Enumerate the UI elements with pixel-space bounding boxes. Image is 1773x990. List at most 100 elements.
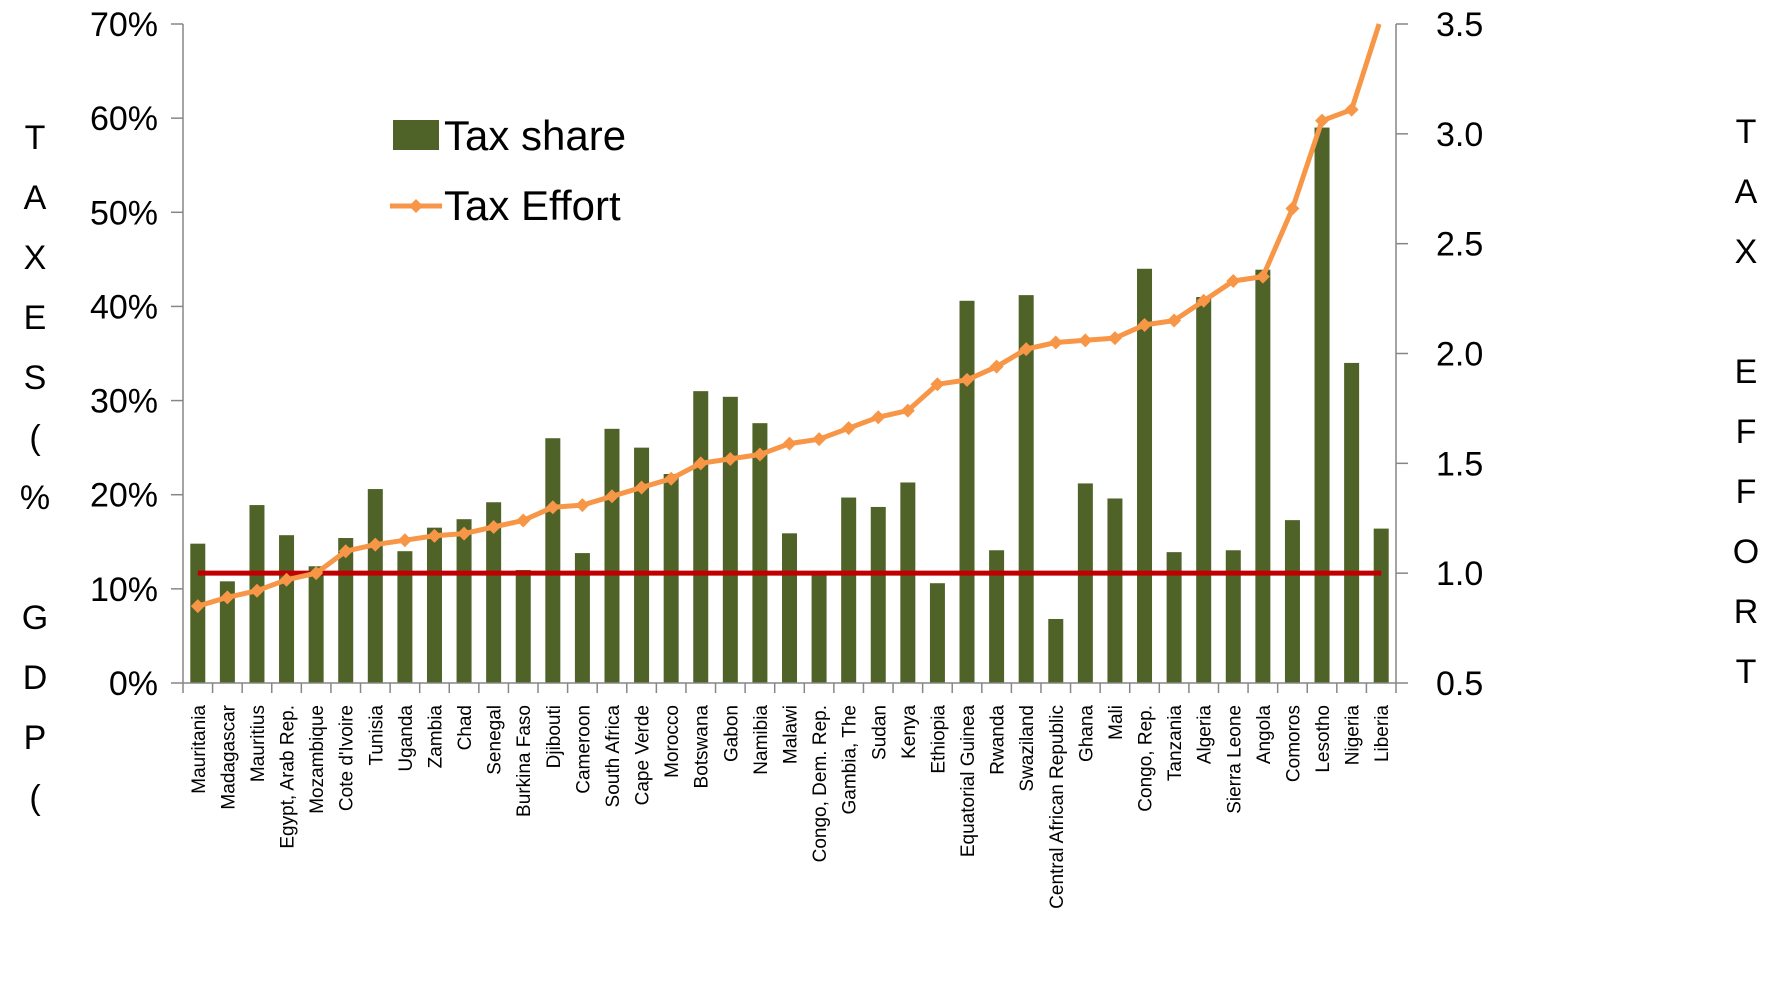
category-label-35: Sierra Leone: [1224, 705, 1245, 814]
left-tick-label-1: 10%: [90, 571, 158, 609]
tax-effort-point-25: [930, 377, 945, 392]
tax-effort-point-0: [190, 599, 205, 614]
right-axis-title-letter-3: [1726, 282, 1766, 342]
category-label-6: Tunisia: [366, 705, 387, 766]
left-tick-label-7: 70%: [90, 6, 158, 44]
tax-effort-point-9: [457, 526, 472, 541]
bar-5: [338, 538, 354, 683]
category-label-5: Cote d'Ivoire: [337, 705, 358, 811]
category-label-8: Zambia: [425, 705, 446, 769]
bar-39: [1344, 362, 1360, 683]
bar-8: [426, 527, 442, 683]
right-axis-title-letter-7: O: [1732, 533, 1760, 571]
right-axis-title-letter-6: F: [1735, 473, 1757, 511]
left-axis-title-letter-8: G: [21, 599, 49, 637]
category-label-23: Sudan: [869, 705, 890, 760]
bar-22: [841, 497, 857, 683]
category-label-2: Mauritius: [248, 705, 269, 782]
bar-9: [456, 519, 472, 683]
left-tick-label-2: 20%: [90, 477, 158, 515]
left-axis-title-letter-0: T: [24, 119, 46, 157]
tax-effort-point-37: [1285, 201, 1300, 216]
category-label-26: Equatorial Guinea: [958, 705, 979, 858]
right-tick-label-0: 0.5: [1436, 665, 1483, 703]
tax-effort-point-4: [309, 566, 324, 581]
bar-27: [989, 550, 1005, 683]
bar-24: [900, 482, 916, 683]
left-axis-title-letter-11: (: [29, 779, 41, 817]
bar-1: [219, 581, 235, 683]
right-tick-label-1: 1.0: [1436, 555, 1483, 593]
tax-effort-point-32: [1137, 317, 1152, 332]
category-label-34: Algeria: [1195, 705, 1216, 765]
category-label-27: Rwanda: [988, 705, 1009, 775]
tax-effort-point-14: [604, 489, 619, 504]
category-label-32: Congo, Rep.: [1136, 705, 1157, 812]
tax-effort-point-23: [871, 410, 886, 425]
tax-effort-point-7: [397, 533, 412, 548]
tax-effort-point-1: [220, 590, 235, 605]
tax-effort-point-6: [368, 537, 383, 552]
tax-effort-line-group: [190, 23, 1382, 614]
bar-20: [782, 533, 797, 683]
tax-effort-point-11: [516, 513, 531, 528]
category-label-19: Namibia: [751, 705, 772, 775]
bar-36: [1255, 269, 1271, 683]
left-axis-title-letter-6: %: [19, 479, 51, 517]
bar-26: [959, 300, 975, 683]
category-label-14: South Africa: [603, 705, 624, 808]
bar-17: [693, 391, 709, 683]
right-tick-label-6: 3.5: [1436, 6, 1483, 44]
tax-effort-point-16: [664, 471, 679, 486]
category-label-13: Cameroon: [573, 705, 594, 794]
left-axis-title: T A X E S (% G D P (: [15, 108, 55, 828]
tax-effort-point-28: [1019, 342, 1034, 357]
left-tick-label-6: 60%: [90, 100, 158, 138]
category-label-37: Comoros: [1283, 705, 1304, 782]
category-label-17: Botswana: [692, 705, 713, 789]
left-axis-title-letter-7: [15, 528, 55, 588]
tax-effort-point-26: [960, 372, 975, 387]
axes-group: 0% 10% 20% 30% 40% 50% 60% 70% 0.5 1.0 1.5 2.0 2.5 3.…: [90, 6, 1483, 909]
category-label-29: Central African Republic: [1047, 705, 1068, 909]
bar-15: [634, 447, 650, 683]
bar-40: [1373, 528, 1389, 683]
tax-effort-point-5: [338, 544, 353, 559]
category-label-31: Mali: [1106, 705, 1127, 740]
category-label-3: Egypt, Arab Rep.: [278, 705, 299, 849]
tax-effort-point-2: [249, 583, 264, 598]
tax-effort-point-30: [1078, 333, 1093, 348]
tax-effort-point-29: [1048, 335, 1063, 350]
bar-35: [1225, 550, 1241, 683]
category-label-33: Tanzania: [1165, 705, 1186, 781]
tax-effort-point-38: [1315, 113, 1330, 128]
bar-29: [1048, 618, 1064, 683]
category-label-9: Chad: [455, 705, 476, 750]
tax-effort-point-10: [486, 520, 501, 535]
tax-effort-point-20: [782, 436, 797, 451]
legend: Tax share Tax Effort: [390, 112, 626, 229]
category-label-15: Cape Verde: [633, 705, 654, 805]
category-label-21: Congo, Dem. Rep.: [810, 705, 831, 862]
tax-effort-point-3: [279, 572, 294, 587]
legend-marker-tax-effort: [409, 199, 423, 213]
tax-effort-point-27: [989, 359, 1004, 374]
right-axis-title-letter-0: T: [1735, 113, 1757, 151]
bar-11: [515, 570, 531, 683]
bars-group: [190, 127, 1389, 684]
tax-effort-point-13: [575, 498, 590, 513]
category-label-28: Swaziland: [1017, 705, 1038, 792]
bar-16: [663, 474, 679, 683]
right-axis-title-letter-4: E: [1734, 353, 1758, 391]
right-tick-label-3: 2.0: [1436, 336, 1483, 374]
legend-swatch-tax-share: [393, 120, 439, 150]
tax-effort-point-17: [693, 456, 708, 471]
left-tick-label-5: 50%: [90, 194, 158, 232]
legend-label-tax-effort: Tax Effort: [444, 182, 621, 229]
tax-effort-point-8: [427, 528, 442, 543]
bar-21: [811, 573, 827, 683]
bar-7: [397, 551, 413, 683]
tax-effort-point-21: [812, 432, 827, 447]
bar-31: [1107, 498, 1123, 683]
